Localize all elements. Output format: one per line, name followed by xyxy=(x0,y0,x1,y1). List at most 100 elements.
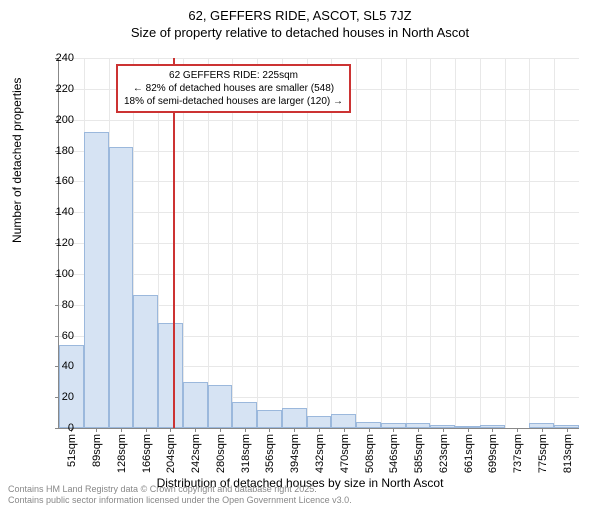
gridline-h xyxy=(59,274,579,275)
gridline-h xyxy=(59,58,579,59)
xtick-mark xyxy=(542,428,543,432)
xtick-mark xyxy=(418,428,419,432)
xtick-label: 318sqm xyxy=(240,434,252,473)
chart-container: 62, GEFFERS RIDE, ASCOT, SL5 7JZ Size of… xyxy=(0,8,600,508)
xtick-label: 623sqm xyxy=(438,434,450,473)
xtick-label: 166sqm xyxy=(141,434,153,473)
ytick-label: 0 xyxy=(44,422,74,434)
gridline-v xyxy=(232,58,233,428)
xtick-label: 394sqm xyxy=(289,434,301,473)
gridline-h xyxy=(59,212,579,213)
ytick-label: 40 xyxy=(44,360,74,372)
xtick-label: 128sqm xyxy=(116,434,128,473)
footer: Contains HM Land Registry data © Crown c… xyxy=(8,484,352,506)
reference-line xyxy=(173,58,175,428)
ytick-label: 240 xyxy=(44,52,74,64)
ytick-label: 180 xyxy=(44,145,74,157)
xtick-label: 737sqm xyxy=(512,434,524,473)
annotation-line1: 62 GEFFERS RIDE: 225sqm xyxy=(124,69,343,82)
histogram-bar xyxy=(307,416,332,428)
xtick-label: 661sqm xyxy=(463,434,475,473)
xtick-label: 813sqm xyxy=(562,434,574,473)
gridline-v xyxy=(455,58,456,428)
gridline-v xyxy=(282,58,283,428)
histogram-bar xyxy=(59,345,84,428)
gridline-v xyxy=(183,58,184,428)
gridline-v xyxy=(480,58,481,428)
xtick-mark xyxy=(393,428,394,432)
xtick-label: 546sqm xyxy=(388,434,400,473)
ytick-label: 80 xyxy=(44,299,74,311)
histogram-bar xyxy=(232,402,257,428)
xtick-label: 204sqm xyxy=(165,434,177,473)
annotation-line3: 18% of semi-detached houses are larger (… xyxy=(124,95,343,108)
gridline-v xyxy=(406,58,407,428)
gridline-v xyxy=(257,58,258,428)
histogram-bar xyxy=(158,323,183,428)
xtick-mark xyxy=(294,428,295,432)
xtick-mark xyxy=(121,428,122,432)
xtick-label: 51sqm xyxy=(66,434,78,467)
gridline-v xyxy=(529,58,530,428)
gridline-v xyxy=(331,58,332,428)
histogram-bar xyxy=(109,147,134,428)
xtick-label: 242sqm xyxy=(190,434,202,473)
xtick-label: 356sqm xyxy=(264,434,276,473)
histogram-bar xyxy=(282,408,307,428)
histogram-bar xyxy=(331,414,356,428)
xtick-label: 432sqm xyxy=(314,434,326,473)
gridline-v xyxy=(208,58,209,428)
xtick-mark xyxy=(96,428,97,432)
histogram-bar xyxy=(257,410,282,429)
gridline-v xyxy=(430,58,431,428)
xtick-mark xyxy=(517,428,518,432)
plot-area xyxy=(58,58,579,429)
annotation-line2: ← 82% of detached houses are smaller (54… xyxy=(124,82,343,95)
xtick-label: 775sqm xyxy=(537,434,549,473)
xtick-mark xyxy=(567,428,568,432)
annotation-box: 62 GEFFERS RIDE: 225sqm ← 82% of detache… xyxy=(116,64,351,113)
xtick-mark xyxy=(245,428,246,432)
chart-area: 62 GEFFERS RIDE: 225sqm ← 82% of detache… xyxy=(58,58,578,428)
title-sub: Size of property relative to detached ho… xyxy=(0,25,600,40)
gridline-v xyxy=(307,58,308,428)
xtick-label: 585sqm xyxy=(413,434,425,473)
xtick-mark xyxy=(220,428,221,432)
gridline-h xyxy=(59,151,579,152)
xtick-mark xyxy=(369,428,370,432)
histogram-bar xyxy=(183,382,208,428)
gridline-h xyxy=(59,181,579,182)
histogram-bar xyxy=(84,132,109,428)
ytick-label: 140 xyxy=(44,206,74,218)
ytick-label: 60 xyxy=(44,330,74,342)
footer-line1: Contains HM Land Registry data © Crown c… xyxy=(8,484,352,495)
histogram-bar xyxy=(208,385,233,428)
xtick-mark xyxy=(344,428,345,432)
gridline-v xyxy=(505,58,506,428)
xtick-mark xyxy=(146,428,147,432)
ytick-label: 120 xyxy=(44,237,74,249)
gridline-v xyxy=(554,58,555,428)
histogram-bar xyxy=(133,295,158,428)
xtick-mark xyxy=(492,428,493,432)
gridline-h xyxy=(59,120,579,121)
gridline-v xyxy=(356,58,357,428)
title-main: 62, GEFFERS RIDE, ASCOT, SL5 7JZ xyxy=(0,8,600,23)
xtick-mark xyxy=(170,428,171,432)
xtick-mark xyxy=(195,428,196,432)
xtick-mark xyxy=(269,428,270,432)
xtick-label: 470sqm xyxy=(339,434,351,473)
xtick-label: 508sqm xyxy=(364,434,376,473)
y-axis-label: Number of detached properties xyxy=(10,78,24,243)
xtick-label: 89sqm xyxy=(91,434,103,467)
xtick-label: 280sqm xyxy=(215,434,227,473)
xtick-label: 699sqm xyxy=(487,434,499,473)
ytick-label: 100 xyxy=(44,268,74,280)
ytick-label: 160 xyxy=(44,175,74,187)
gridline-h xyxy=(59,243,579,244)
ytick-label: 20 xyxy=(44,391,74,403)
xtick-mark xyxy=(443,428,444,432)
ytick-label: 200 xyxy=(44,114,74,126)
xtick-mark xyxy=(468,428,469,432)
ytick-label: 220 xyxy=(44,83,74,95)
